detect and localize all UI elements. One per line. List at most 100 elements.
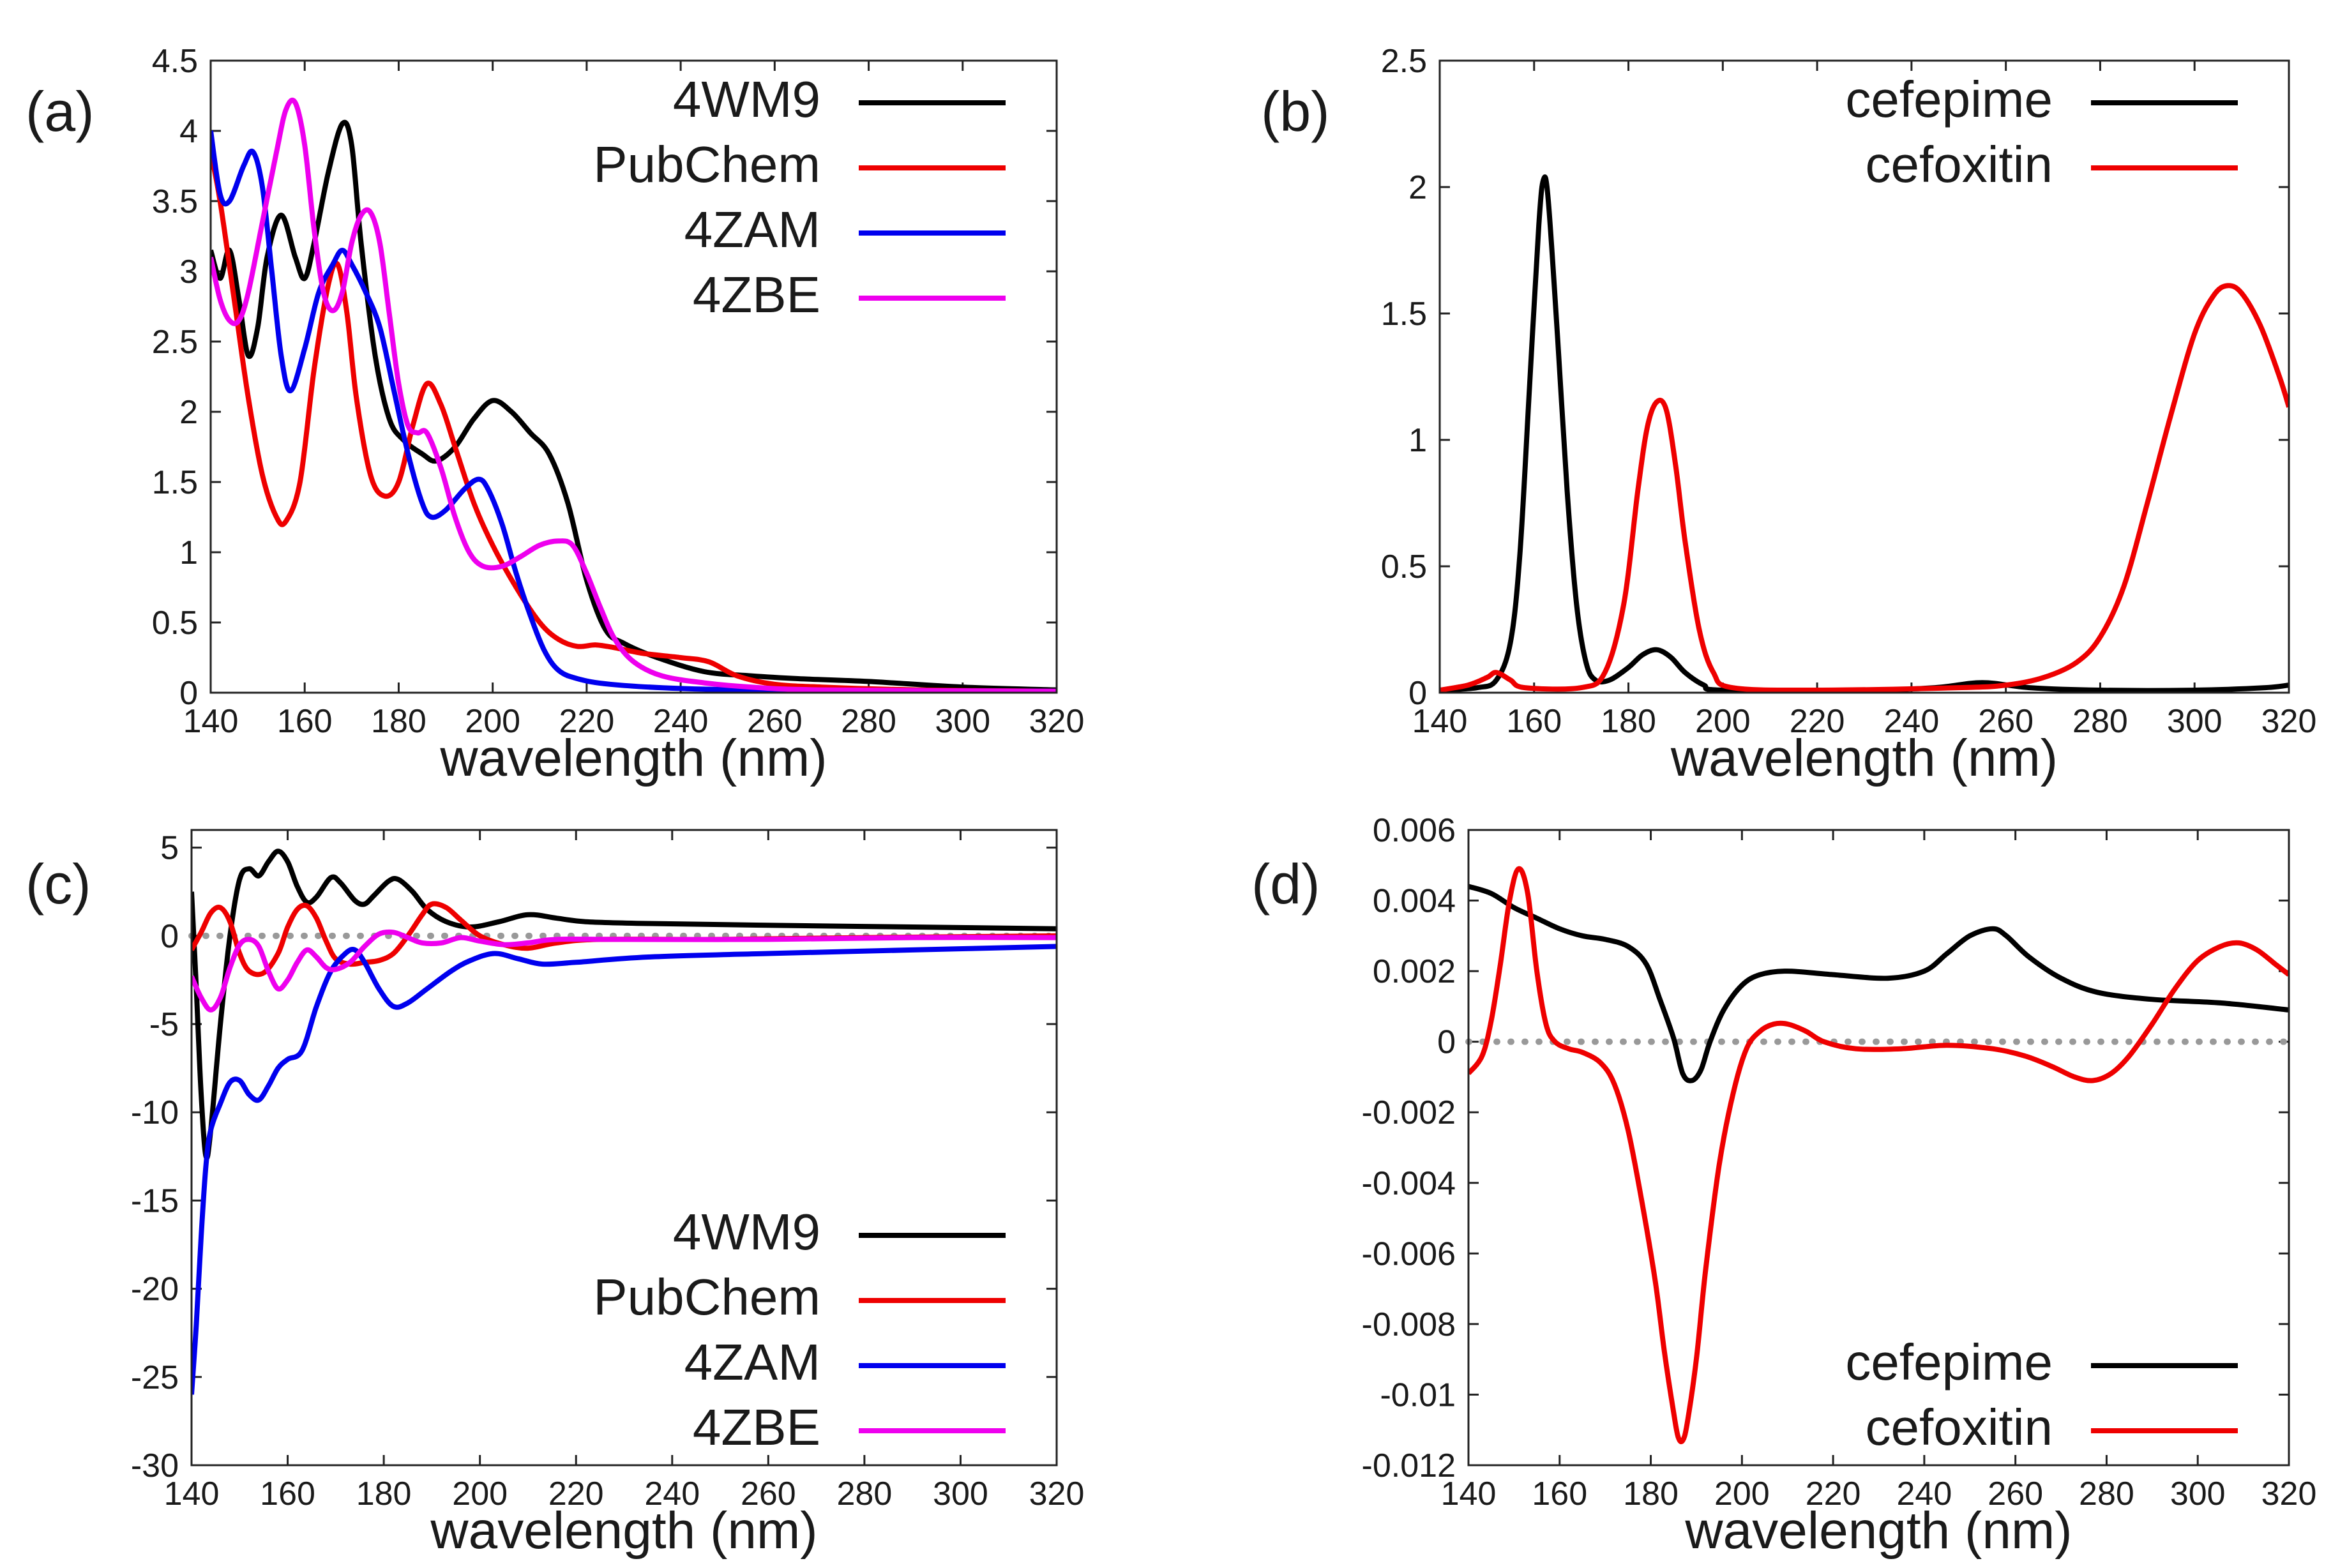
x-tick-label: 200	[452, 1475, 508, 1512]
legend-entry-label: 4WM9	[673, 71, 820, 128]
panel-b: (b) 140 160 180 200 220 240 260 280 300 320 0 0.5 1 1.…	[1261, 43, 2316, 787]
legend-entry-label: 4WM9	[673, 1203, 820, 1260]
x-tick-label: 240	[644, 1475, 700, 1512]
y-tick-label: 2	[179, 394, 198, 431]
y-tick-label: -5	[149, 1006, 179, 1043]
y-tick-label: 0	[179, 675, 198, 712]
y-tick-label: 3.5	[152, 183, 198, 220]
panel-label: (a)	[26, 80, 94, 143]
x-tick-label: 180	[1623, 1475, 1679, 1512]
legend-entry-label: 4ZBE	[693, 266, 820, 323]
x-tick-label: 260	[747, 703, 803, 740]
series-line-pubchem	[211, 151, 1057, 693]
x-tick-label: 320	[2261, 703, 2317, 740]
x-tick-label: 300	[935, 703, 990, 740]
x-tick-label: 140	[1412, 703, 1468, 740]
x-axis-label: wavelength (nm)	[1684, 1502, 2072, 1560]
x-axis-label: wavelength (nm)	[1670, 729, 2058, 787]
series-line-4zam	[192, 944, 1057, 1395]
legend-entry-label: 4ZAM	[684, 201, 820, 258]
legend-entry-label: 4ZAM	[684, 1334, 820, 1391]
x-tick-label: 220	[1790, 703, 1845, 740]
legend-entry-label: cefepime	[1845, 71, 2053, 128]
series-line-4zam	[211, 130, 1057, 693]
plot-frame	[190, 829, 1058, 1466]
x-tick-label: 280	[841, 703, 896, 740]
x-tick-label: 280	[837, 1475, 893, 1512]
legend-entry-label: cefepime	[1845, 1334, 2053, 1391]
panel-label: (d)	[1251, 852, 1320, 916]
y-tick-label: -0.004	[1362, 1165, 1456, 1202]
panel-c: (c) 140 160 180 200 220 240 260 280 300 320 -30 -25 -…	[26, 829, 1085, 1560]
legend-entry-label: cefoxitin	[1866, 1399, 2053, 1456]
y-tick-label: -0.002	[1362, 1094, 1456, 1131]
y-tick-label: -15	[131, 1182, 179, 1219]
x-tick-label: 140	[183, 703, 239, 740]
x-tick-label: 220	[548, 1475, 604, 1512]
x-tick-label: 200	[1695, 703, 1751, 740]
y-tick-label: 2	[1408, 169, 1427, 206]
x-tick-label: 280	[2072, 703, 2128, 740]
y-tick-label: 1.5	[152, 464, 198, 501]
x-tick-label: 280	[2079, 1475, 2134, 1512]
x-tick-label: 260	[1978, 703, 2034, 740]
x-tick-label: 160	[260, 1475, 315, 1512]
y-tick-label: 1	[179, 534, 198, 571]
y-tick-label: 0.5	[1381, 548, 1427, 585]
x-tick-label: 320	[2261, 1475, 2317, 1512]
series-line-4wm9	[192, 848, 1057, 1161]
y-tick-label: 0	[1437, 1024, 1456, 1061]
y-tick-label: 2.5	[152, 324, 198, 361]
plot-frame	[1467, 829, 2290, 1466]
y-tick-label: -0.006	[1362, 1235, 1456, 1272]
x-tick-label: 240	[1897, 1475, 1952, 1512]
x-tick-label: 220	[1806, 1475, 1861, 1512]
legend-entry-label: PubChem	[593, 136, 820, 193]
y-tick-label: 2.5	[1381, 43, 1427, 80]
x-tick-label: 200	[1714, 1475, 1770, 1512]
x-axis-label: wavelength (nm)	[430, 1502, 817, 1560]
x-tick-label: 160	[277, 703, 333, 740]
panel-d: (d) 140 160 180 200 220 240 260 280 300 320 -0.012 -…	[1251, 812, 2316, 1560]
x-tick-label: 180	[371, 703, 426, 740]
x-tick-label: 220	[559, 703, 615, 740]
y-tick-label: 1.5	[1381, 296, 1427, 333]
panel-a: (a) 140 160 180 200 220 240 260 280 300 320 0 0.5 1 1.…	[26, 43, 1084, 787]
x-tick-label: 200	[465, 703, 520, 740]
y-tick-label: 0.006	[1373, 812, 1456, 849]
y-tick-label: 5	[160, 830, 179, 867]
x-tick-label: 320	[1029, 1475, 1085, 1512]
y-tick-label: -20	[131, 1271, 179, 1308]
series-line-cefoxitin	[1440, 283, 2289, 693]
x-tick-label: 320	[1029, 703, 1085, 740]
x-tick-label: 160	[1506, 703, 1562, 740]
y-tick-label: 4	[179, 113, 198, 150]
panel-label: (b)	[1261, 80, 1330, 143]
y-tick-label: -0.008	[1362, 1306, 1456, 1343]
x-tick-label: 260	[741, 1475, 796, 1512]
x-tick-label: 140	[164, 1475, 220, 1512]
x-tick-label: 140	[1441, 1475, 1497, 1512]
x-tick-label: 240	[1884, 703, 1940, 740]
y-tick-label: -10	[131, 1094, 179, 1131]
x-tick-label: 260	[1988, 1475, 2043, 1512]
series-line-4wm9	[211, 119, 1057, 693]
y-tick-label: 1	[1408, 422, 1427, 459]
y-tick-label: 3	[179, 253, 198, 290]
series-line-4zbe	[211, 98, 1057, 693]
plot-frame	[209, 59, 1058, 694]
y-tick-label: -0.012	[1362, 1447, 1456, 1484]
x-tick-label: 300	[933, 1475, 988, 1512]
y-tick-label: 0.5	[152, 605, 198, 642]
panel-label: (c)	[26, 852, 91, 916]
y-tick-label: 0.004	[1373, 883, 1456, 920]
plot-frame	[1438, 59, 2290, 694]
y-tick-label: 0	[1408, 675, 1427, 712]
series-line-cefepime	[1468, 884, 2289, 1083]
legend-entry-label: PubChem	[593, 1269, 820, 1325]
legend-entry-label: 4ZBE	[693, 1399, 820, 1456]
x-tick-label: 180	[1601, 703, 1656, 740]
x-tick-label: 300	[2167, 703, 2222, 740]
series-line-cefoxitin	[1468, 866, 2289, 1445]
